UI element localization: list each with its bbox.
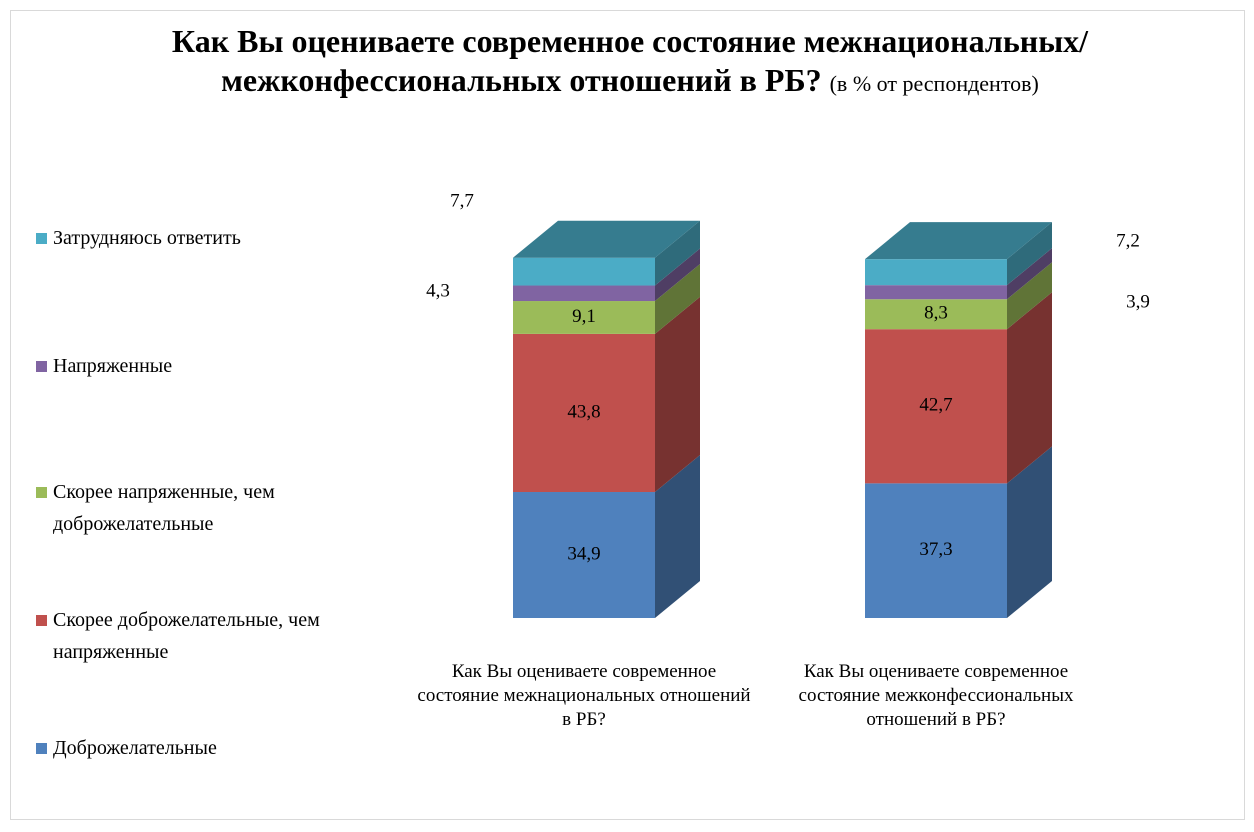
bar-segment [865, 329, 1007, 484]
chart-title: Как Вы оцениваете современное состояние … [171, 23, 1089, 98]
bar-side [1007, 222, 1052, 286]
data-label: 9,1 [572, 306, 596, 327]
bar-segment [865, 259, 1007, 286]
legend-label: Доброжелательные [53, 737, 217, 759]
bar-segment [513, 285, 655, 302]
bar-segment [865, 299, 1007, 330]
data-label: 34,9 [567, 543, 600, 564]
bar-segment [513, 301, 655, 334]
bar-side [1007, 446, 1052, 618]
legend-item: Затрудняюсь ответить [36, 222, 335, 254]
legend-item: Скорее доброжелательные, чем напряженные [36, 604, 335, 668]
bar-segment [513, 333, 655, 493]
data-label: 4,3 [426, 280, 450, 301]
data-label: 7,7 [450, 190, 474, 211]
x-tick-label: Как Вы оцениваете современное состояние … [798, 661, 1074, 730]
bar-segment [513, 492, 655, 618]
data-label: 8,3 [924, 303, 948, 324]
data-label: 42,7 [919, 395, 952, 416]
legend-label: Скорее доброжелательные, чем напряженные [53, 609, 320, 663]
bar-segment [513, 257, 655, 286]
legend-swatch [36, 487, 47, 498]
bar-side [1007, 262, 1052, 330]
bar-side [655, 220, 700, 286]
bar-side [655, 455, 700, 618]
x-tick-label: Как Вы оцениваете современное состояние … [417, 661, 751, 730]
data-label: 43,8 [567, 401, 600, 422]
bar-top [513, 220, 700, 258]
bar-side [1007, 248, 1052, 300]
bar-side [655, 296, 700, 493]
data-label: 37,3 [919, 539, 952, 560]
legend-item: Доброжелательные [36, 732, 335, 764]
bar-segment [865, 285, 1007, 300]
legend-label: Затрудняюсь ответить [53, 227, 241, 249]
legend-swatch [36, 743, 47, 754]
legend-item: Напряженные [36, 350, 335, 382]
bar-side [655, 248, 700, 302]
bar-side [1007, 292, 1052, 484]
data-label: 3,9 [1126, 291, 1150, 312]
legend-label: Напряженные [53, 355, 173, 377]
data-label: 7,2 [1116, 230, 1140, 251]
title-block: Как Вы оцениваете современное состояние … [140, 22, 1120, 103]
bar-side [655, 264, 700, 334]
legend-label: Скорее напряженные, чем доброжелательные [53, 481, 275, 535]
legend-swatch [36, 233, 47, 244]
legend-item: Скорее напряженные, чем доброжелательные [36, 476, 335, 540]
legend-swatch [36, 615, 47, 626]
bar-segment [865, 483, 1007, 618]
legend-swatch [36, 361, 47, 372]
chart-subtitle: (в % от респондентов) [829, 71, 1039, 96]
bar-top [865, 222, 1052, 260]
chart-frame [10, 10, 1245, 820]
